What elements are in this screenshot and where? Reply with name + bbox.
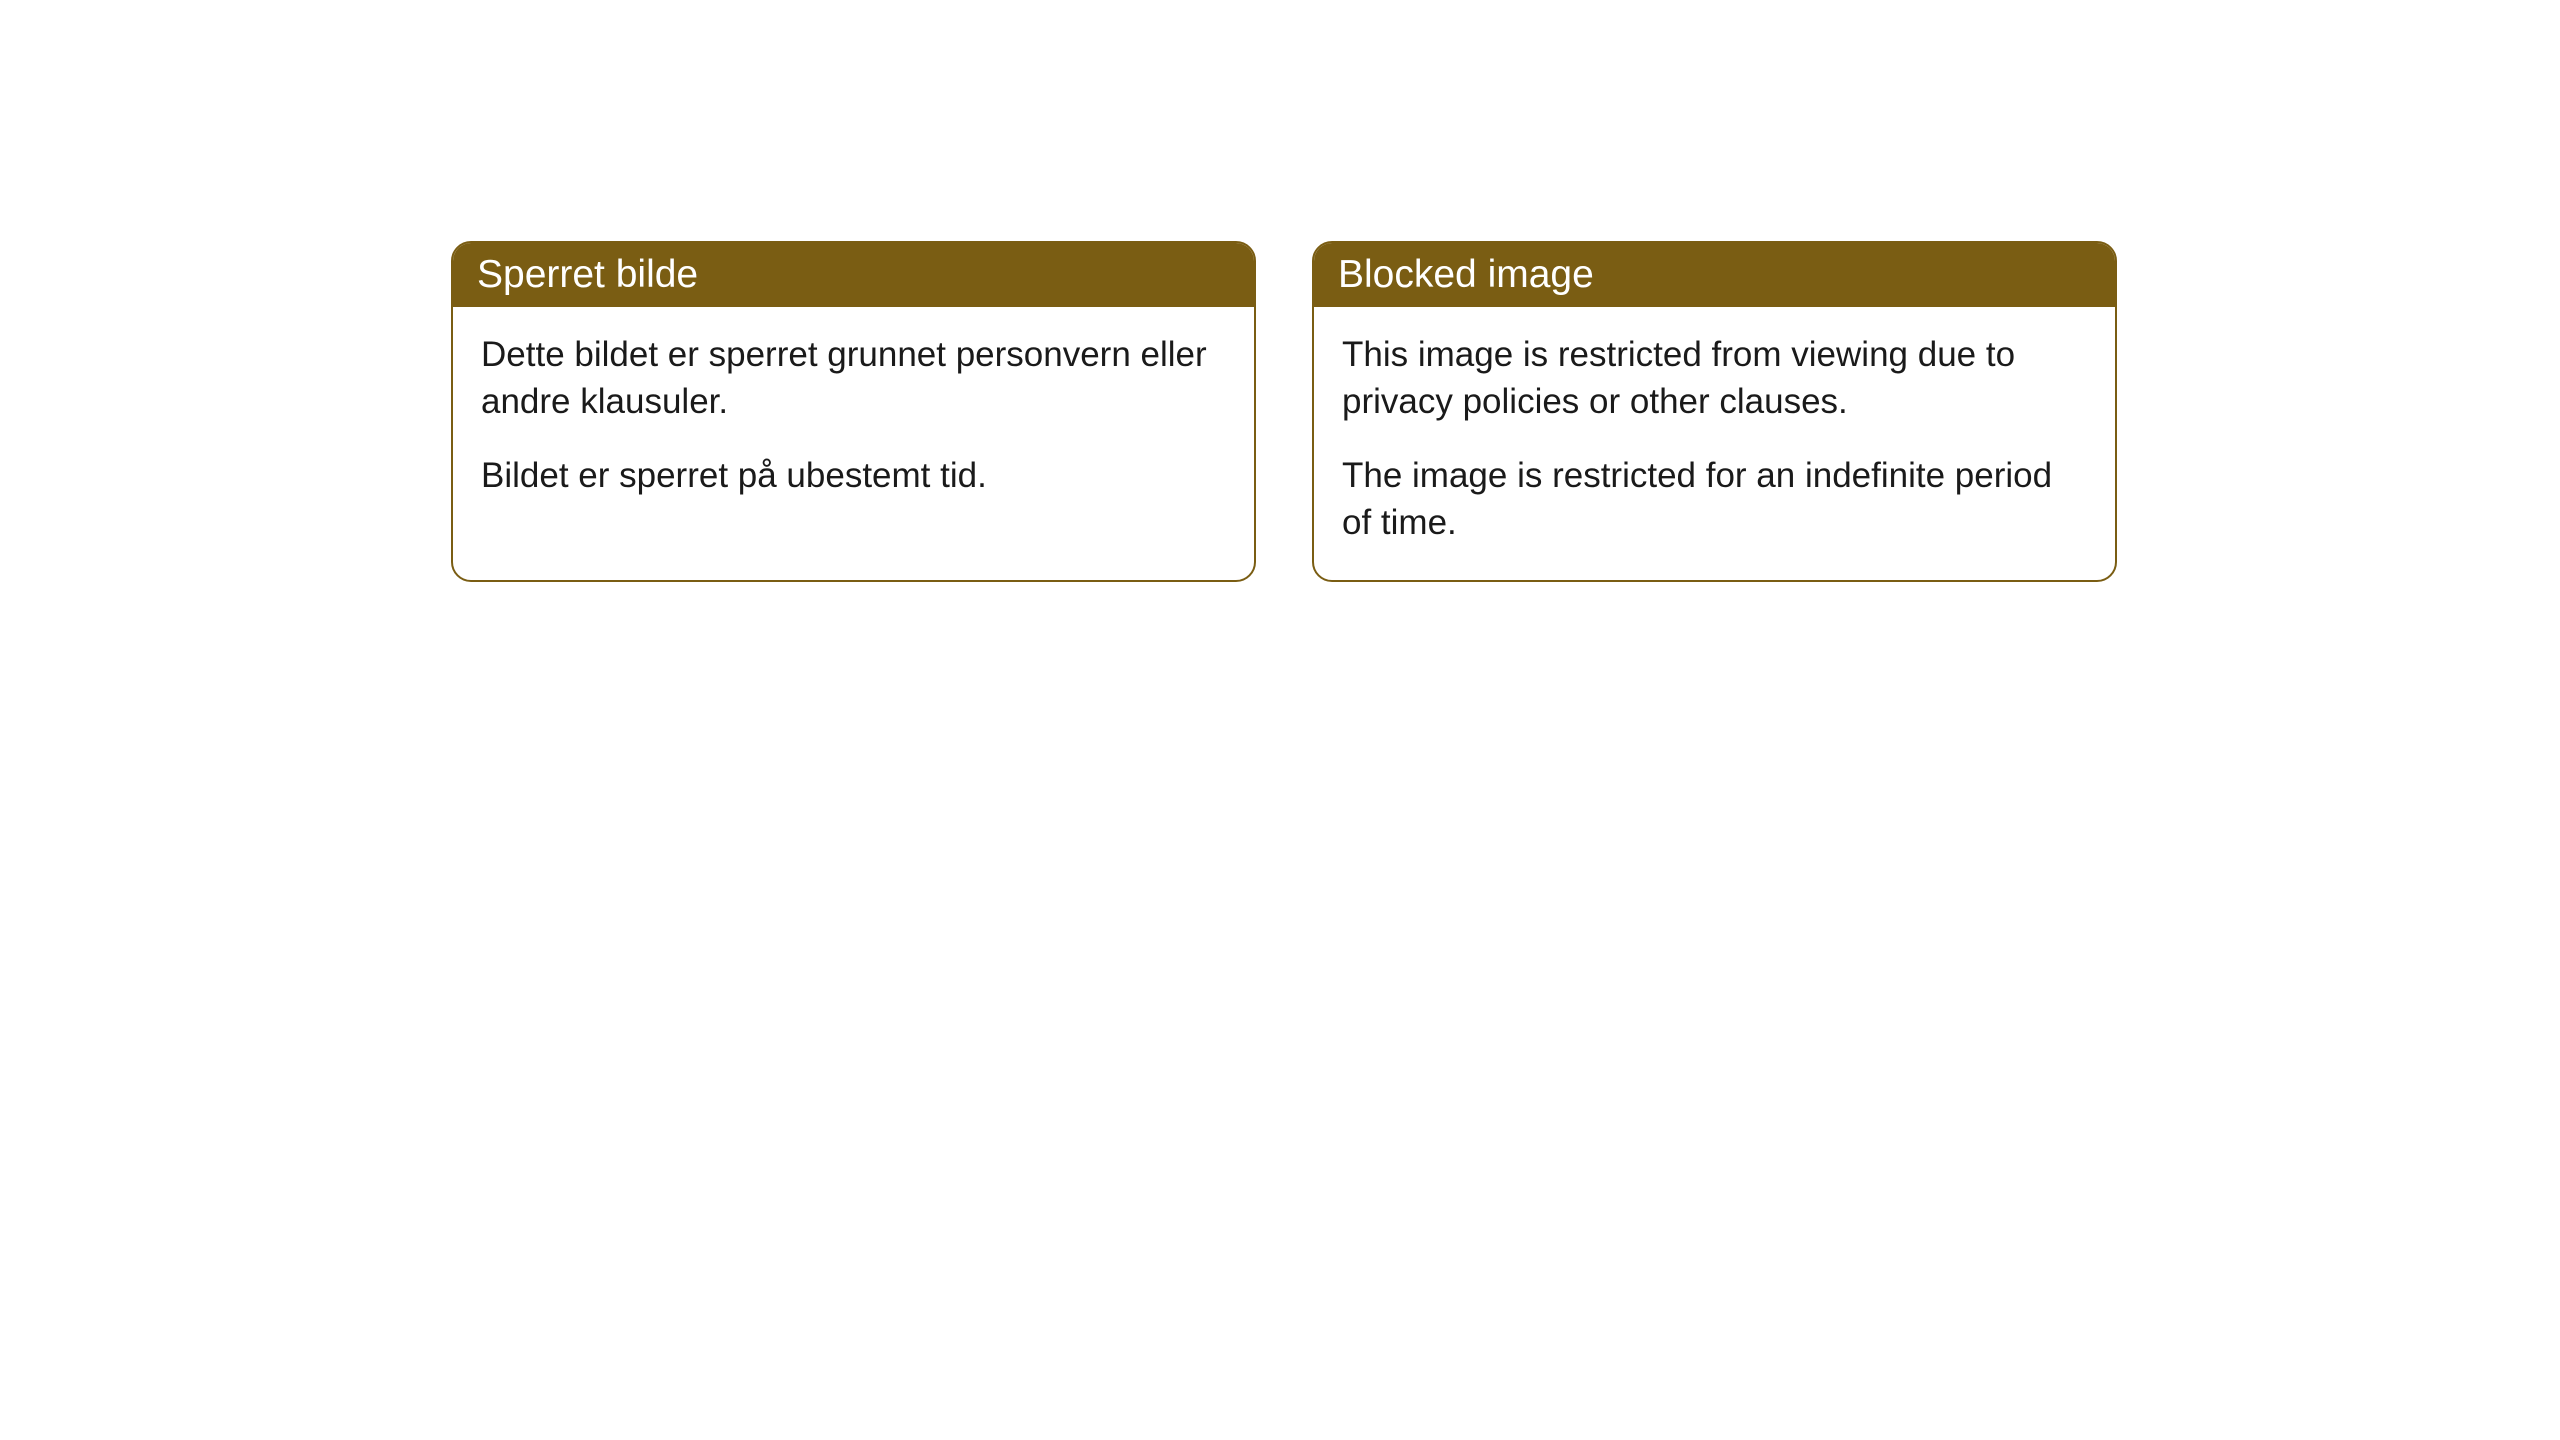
notice-card-english: Blocked image This image is restricted f… <box>1312 241 2117 582</box>
card-title: Blocked image <box>1338 253 1594 296</box>
card-paragraph: Dette bildet er sperret grunnet personve… <box>481 331 1226 426</box>
card-header-english: Blocked image <box>1314 243 2115 307</box>
card-title: Sperret bilde <box>477 253 698 296</box>
card-header-norwegian: Sperret bilde <box>453 243 1254 307</box>
card-paragraph: The image is restricted for an indefinit… <box>1342 452 2087 547</box>
notice-card-norwegian: Sperret bilde Dette bildet er sperret gr… <box>451 241 1256 582</box>
card-body-norwegian: Dette bildet er sperret grunnet personve… <box>453 307 1254 533</box>
card-paragraph: Bildet er sperret på ubestemt tid. <box>481 452 1226 499</box>
card-body-english: This image is restricted from viewing du… <box>1314 307 2115 580</box>
card-paragraph: This image is restricted from viewing du… <box>1342 331 2087 426</box>
notice-card-container: Sperret bilde Dette bildet er sperret gr… <box>451 241 2117 582</box>
